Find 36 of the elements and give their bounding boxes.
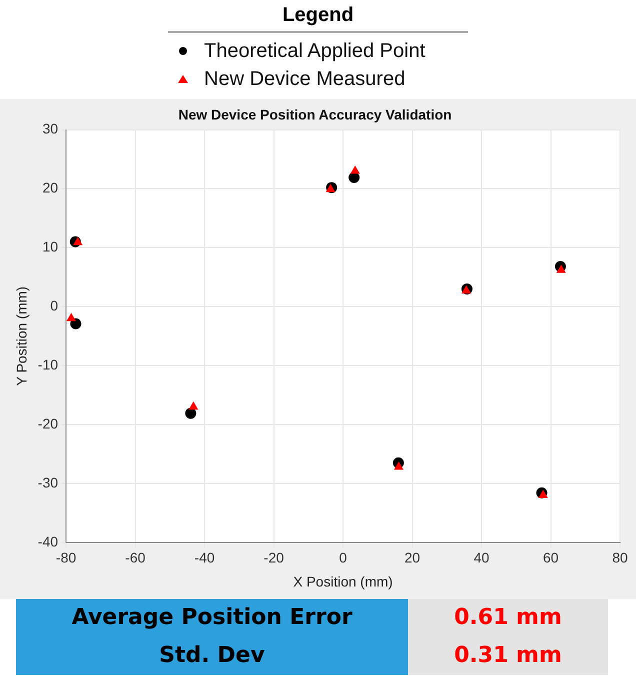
y-tick-label: -40 xyxy=(38,533,58,550)
legend-label: New Device Measured xyxy=(204,68,406,90)
x-tick-label: 80 xyxy=(612,550,628,566)
legend-label: Theoretical Applied Point xyxy=(204,40,426,62)
text: 0.31 mm xyxy=(408,637,608,675)
y-tick-label: -30 xyxy=(38,474,58,490)
point xyxy=(66,312,76,322)
y-axis-title: Y Position (mm) xyxy=(13,286,30,386)
y-tick-label: -10 xyxy=(38,356,58,372)
x-tick-label: -60 xyxy=(125,550,146,566)
x-tick-label: 40 xyxy=(474,550,490,566)
point xyxy=(350,166,360,174)
y-tick-label: -20 xyxy=(38,415,58,432)
x-tick-label: -40 xyxy=(194,550,215,566)
x-tick-label: -20 xyxy=(264,550,284,566)
text: Average Position Error xyxy=(16,599,408,637)
chart-title: New Device Position Accuracy Validation xyxy=(178,106,452,122)
point xyxy=(556,264,566,273)
text: 0.61 mm xyxy=(408,599,608,637)
text: Std. Dev xyxy=(16,637,408,675)
y-tick-label: 0 xyxy=(50,297,58,314)
x-axis-title: X Position (mm) xyxy=(293,573,393,590)
x-tick-label: 20 xyxy=(404,550,420,566)
point xyxy=(188,401,198,410)
y-tick-label: 20 xyxy=(42,180,58,196)
y-tick-label: 10 xyxy=(42,238,58,255)
point xyxy=(73,236,83,246)
point xyxy=(394,461,404,470)
x-tick-label: 0 xyxy=(339,550,348,566)
x-tick-label: -80 xyxy=(56,550,76,566)
point xyxy=(185,408,196,419)
point xyxy=(70,318,82,330)
legend-title: Legend xyxy=(168,4,468,33)
y-tick-label: 30 xyxy=(42,120,58,137)
point xyxy=(538,490,548,498)
x-tick-label: 60 xyxy=(542,550,559,566)
